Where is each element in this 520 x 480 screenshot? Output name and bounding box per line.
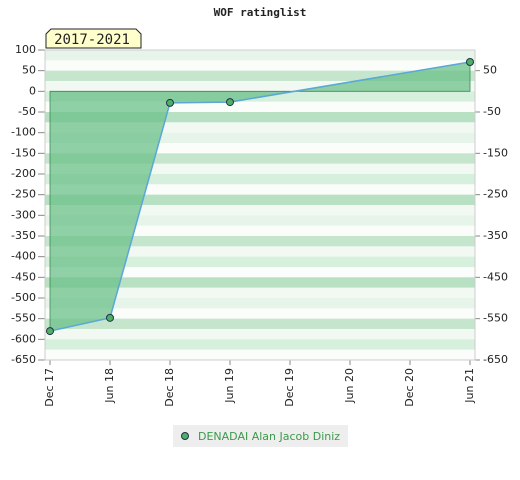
stripe [45,132,475,143]
y-tick-label: -100 [11,126,36,139]
stripe [45,246,475,257]
y-tick-label: -250 [11,188,36,201]
legend-marker [181,432,189,440]
y2-tick-label: 50 [483,64,497,77]
x-tick-label: Jun 20 [343,368,356,404]
stripe [45,267,475,278]
y-tick-label: -200 [11,167,36,180]
y-tick-label: -300 [11,208,36,221]
stripe [45,329,475,340]
legend-box [173,425,348,447]
y-tick-label: -550 [11,312,36,325]
stripe [45,277,475,288]
y2-tick-label: -350 [483,229,508,242]
x-tick-label: Dec 20 [403,368,416,407]
x-tick-label: Dec 18 [163,368,176,407]
plot-area [45,50,475,360]
y2-tick-label: -150 [483,146,508,159]
y-tick-label: -150 [11,146,36,159]
stripe [45,194,475,205]
y-tick-label: -450 [11,270,36,283]
point [106,313,114,322]
point [226,98,234,107]
x-tick-label: Jun 19 [223,368,236,404]
y-tick-label: -500 [11,291,36,304]
stripe [45,81,475,92]
y-tick-label: 0 [29,84,36,97]
stripe [45,184,475,195]
point [46,327,54,336]
point [466,57,474,66]
stripe [45,298,475,309]
stripe [45,122,475,133]
legend-label: DENADAI Alan Jacob Diniz [198,430,340,443]
stripe [45,236,475,247]
y-tick-label: -50 [18,105,36,118]
plot-border [44,49,476,361]
y-tick-label: 50 [22,64,36,77]
stripe [45,339,475,350]
x-tick-label: Jun 21 [463,368,476,404]
stripe [45,308,475,319]
x-tick-label: Dec 17 [43,368,56,407]
badge: 2017-2021 [54,32,130,48]
y2-tick-label: -250 [483,188,508,201]
stripe [45,349,475,360]
y2-tick-label: -550 [483,312,508,325]
stripe [45,153,475,164]
stripe [45,60,475,71]
y2-tick-label: -650 [483,353,508,366]
stripe [45,287,475,298]
y2-tick-label: -50 [483,105,501,118]
stripe [45,318,475,329]
stripe [45,174,475,185]
stripe [45,112,475,123]
stripe [45,215,475,226]
y-tick-label: -350 [11,229,36,242]
stripe [45,143,475,154]
x-tick-label: Jun 18 [103,368,116,404]
point [166,98,174,107]
stripe [45,163,475,174]
badge-box [45,28,142,49]
stripe [45,70,475,81]
stripe [45,256,475,267]
y-tick-label: -400 [11,250,36,263]
x-tick-label: Dec 19 [283,368,296,407]
y-tick-label: -600 [11,332,36,345]
stripe [45,101,475,112]
y-tick-label: 100 [15,43,36,56]
y2-tick-label: -450 [483,270,508,283]
y-tick-label: -650 [11,353,36,366]
stripe [45,205,475,216]
chart-title: WOF ratinglist [214,6,307,19]
stripe [45,50,475,61]
stripe [45,225,475,236]
